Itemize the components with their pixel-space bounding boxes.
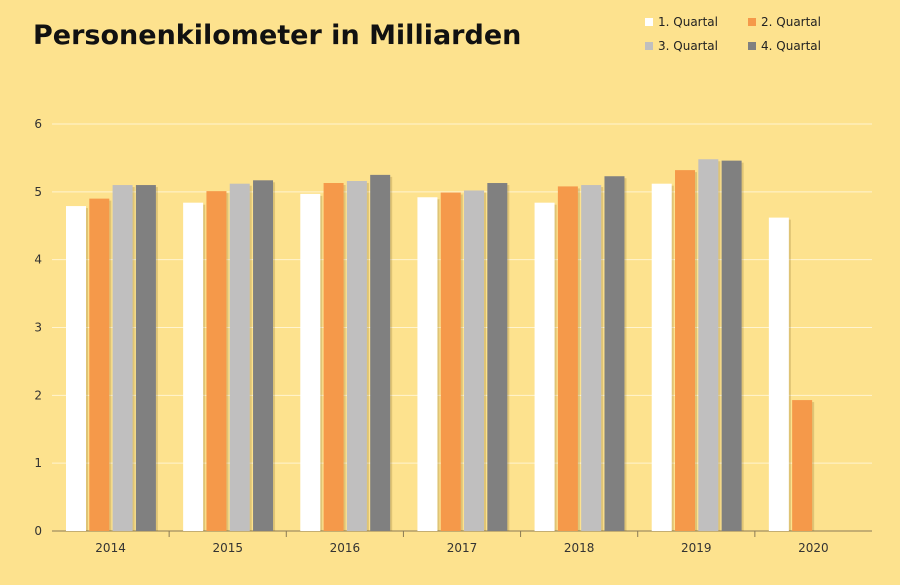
legend-label: 2. Quartal: [761, 15, 821, 29]
y-tick-label: 0: [34, 524, 42, 538]
x-tick-label: 2019: [681, 541, 712, 555]
x-tick-label: 2020: [798, 541, 829, 555]
legend: 1. Quartal 2. Quartal 3. Quartal 4. Quartal: [645, 15, 821, 53]
bar: [112, 185, 133, 532]
bars: [66, 159, 815, 532]
x-axis: 2014 2015 2016 2017 2018 2019 2020: [95, 531, 829, 555]
bar: [440, 192, 461, 532]
bar: [89, 198, 110, 531]
bar: [253, 180, 274, 531]
bar: [721, 160, 742, 531]
legend-label: 3. Quartal: [658, 39, 718, 53]
chart-title: Personenkilometer in Milliarden: [33, 20, 521, 51]
y-tick-label: 3: [34, 321, 42, 335]
x-tick-label: 2016: [330, 541, 361, 555]
y-tick-label: 2: [34, 388, 42, 402]
legend-swatch: [748, 42, 756, 50]
bar: [229, 183, 250, 531]
bar: [206, 191, 227, 531]
bar: [300, 193, 321, 531]
x-tick-label: 2018: [564, 541, 595, 555]
bar: [768, 217, 789, 532]
y-tick-label: 1: [34, 456, 42, 470]
legend-swatch: [645, 18, 653, 26]
x-tick-label: 2015: [212, 541, 243, 555]
bar: [464, 190, 485, 531]
bar: [651, 183, 672, 531]
legend-swatch: [748, 18, 756, 26]
y-tick-label: 6: [34, 117, 42, 131]
bar: [698, 159, 719, 532]
bar: [487, 183, 508, 531]
bar: [135, 185, 156, 532]
bar: [323, 183, 344, 531]
bar: [675, 170, 696, 532]
y-axis: 0 1 2 3 4 5 6: [34, 117, 42, 538]
y-tick-label: 4: [34, 253, 42, 267]
bar: [534, 202, 555, 532]
bar: [66, 206, 86, 531]
bar: [792, 400, 813, 531]
x-tick-label: 2014: [95, 541, 126, 555]
legend-label: 1. Quartal: [658, 15, 718, 29]
y-tick-label: 5: [34, 185, 42, 199]
bar: [604, 176, 625, 531]
bar: [417, 197, 438, 531]
bar: [581, 185, 602, 532]
bar: [346, 180, 367, 532]
legend-label: 4. Quartal: [761, 39, 821, 53]
bar: [557, 186, 578, 531]
legend-swatch: [645, 42, 653, 50]
bar: [183, 202, 204, 532]
x-tick-label: 2017: [447, 541, 478, 555]
bar: [370, 174, 391, 531]
